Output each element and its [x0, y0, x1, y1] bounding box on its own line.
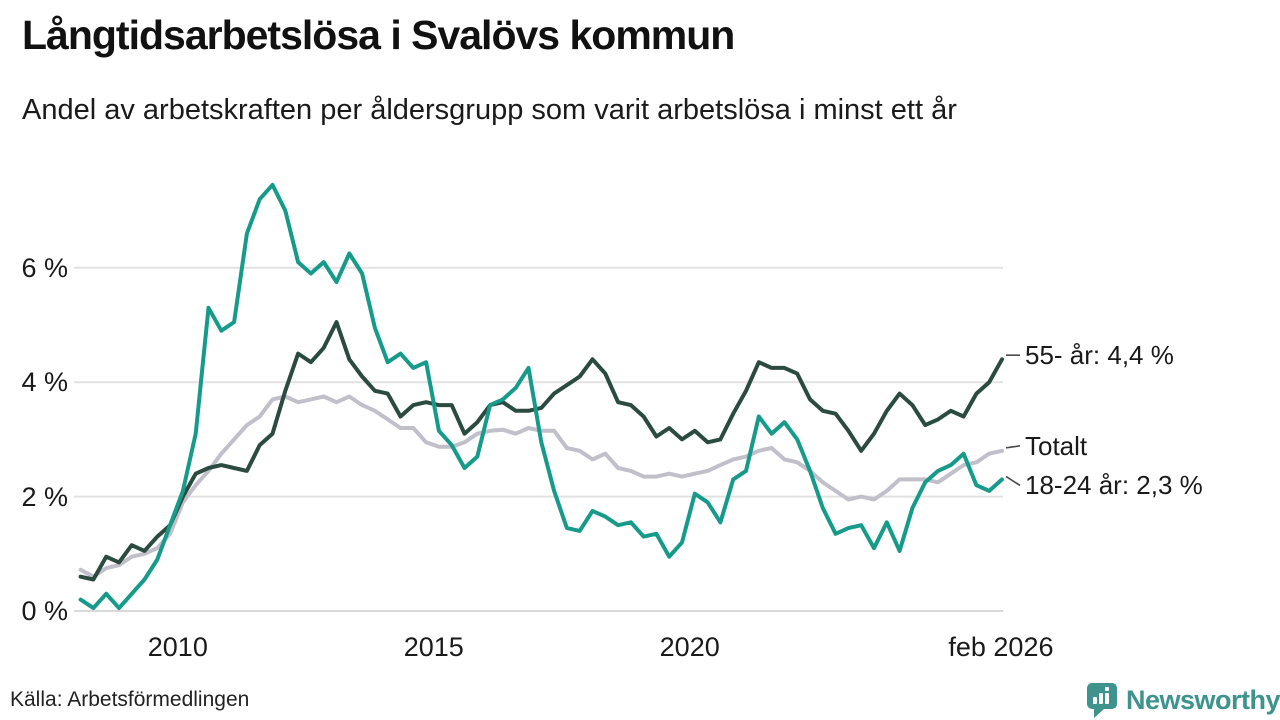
annotation-connector: [1005, 475, 1021, 487]
newsworthy-branding: Newsworthy: [1086, 682, 1280, 718]
y-axis-tick-label: 6 %: [21, 252, 68, 283]
page-subtitle: Andel av arbetskraften per åldersgrupp s…: [22, 94, 957, 126]
newsworthy-logo-icon: [1086, 682, 1118, 718]
y-axis-tick-label: 0 %: [21, 596, 68, 626]
x-axis-tick-label: 2015: [403, 632, 464, 662]
page-title: Långtidsarbetslösa i Svalövs kommun: [22, 12, 735, 58]
series-line-totalt: [78, 394, 1004, 579]
series-line-18-24-r: [78, 182, 1004, 611]
x-axis-tick-label: 2010: [147, 632, 208, 662]
series-annotation-label: Totalt: [1025, 430, 1088, 461]
series-line-55-r: [78, 320, 1004, 582]
y-axis-tick-label: 2 %: [21, 481, 68, 512]
annotation-connector: [1005, 445, 1021, 449]
series-annotation-label: 18-24 år: 2,3 %: [1025, 470, 1203, 501]
newsworthy-wordmark: Newsworthy: [1126, 684, 1280, 715]
x-axis-tick-label: feb 2026: [948, 632, 1054, 662]
x-axis-tick-label: 2020: [659, 632, 720, 662]
y-axis-tick-label: 4 %: [21, 367, 68, 398]
source-note: Källa: Arbetsförmedlingen: [10, 688, 250, 711]
series-annotation-label: 55- år: 4,4 %: [1025, 340, 1174, 371]
